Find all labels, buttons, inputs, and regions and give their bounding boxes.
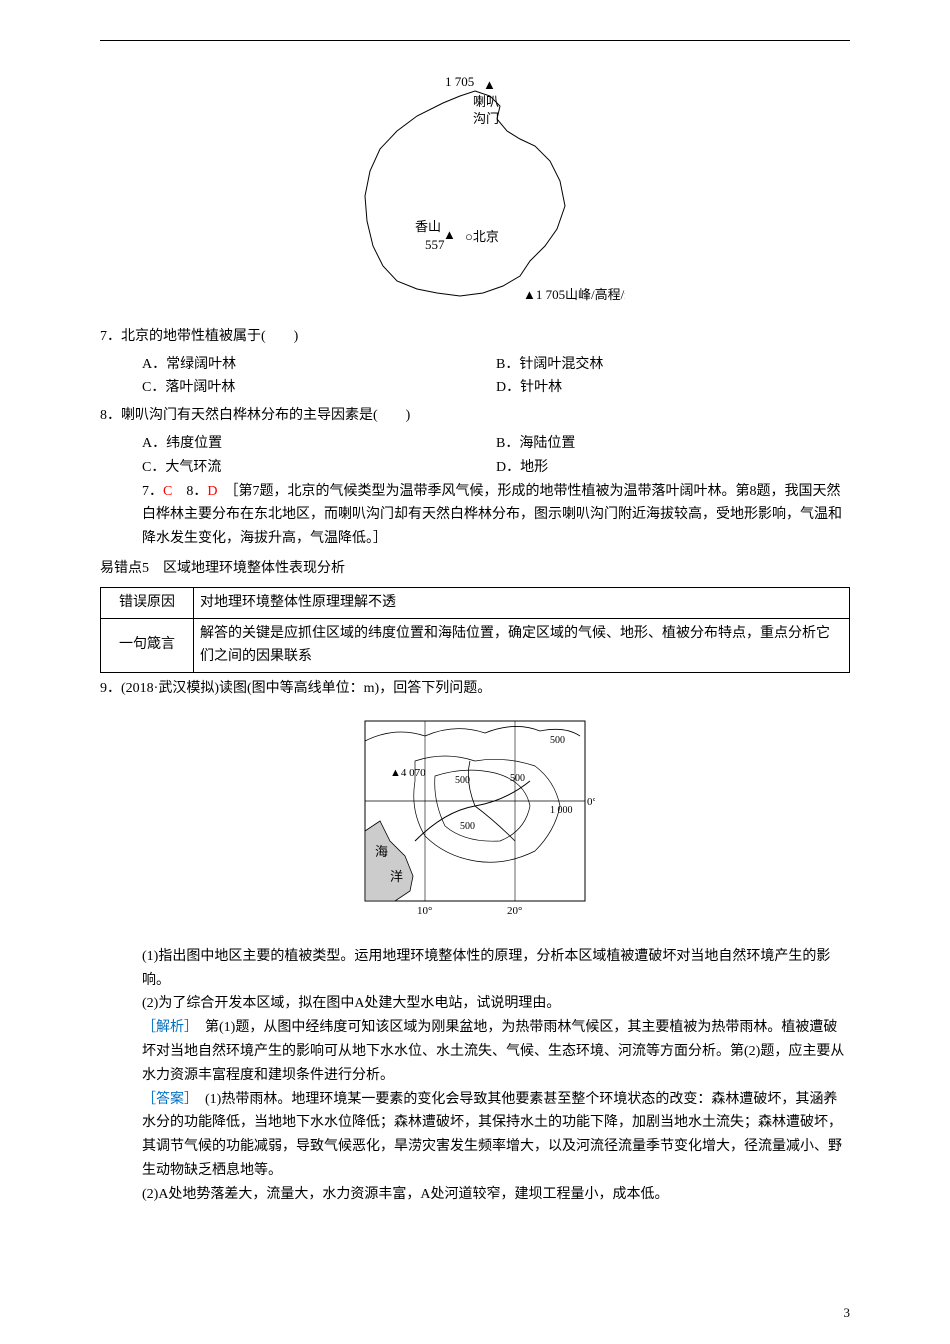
q7-opt-a: A．常绿阔叶林 — [142, 353, 496, 377]
peak-triangle-n: ▲ — [483, 77, 496, 92]
q9-stem: 9．(2018·武汉模拟)读图(图中等高线单位：m)，回答下列问题。 — [100, 677, 850, 701]
ans8-num: 8． — [172, 484, 207, 499]
labagoumen-1: 喇叭 — [473, 94, 499, 109]
xiangshan-tri: ▲ — [443, 227, 456, 242]
header-rule — [100, 40, 850, 41]
xiangshan-alt: 557 — [425, 237, 445, 252]
sea-label: 海 — [375, 844, 388, 859]
labagoumen-2: 沟门 — [473, 111, 499, 126]
ans7-num: 7． — [142, 484, 163, 499]
figure-beijing-map: 1 705 ▲ 喇叭 沟门 ▲ 香山 557 ○北京 ▲1 705 山峰/高程/… — [100, 71, 850, 310]
legend-text: 山峰/高程/m — [565, 287, 625, 301]
q8-opt-b: B．海陆位置 — [496, 432, 850, 456]
q8-stem: 8．喇叭沟门有天然白桦林分布的主导因素是( ) — [100, 404, 850, 428]
q9-p2: (2)为了综合开发本区域，拟在图中A处建大型水电站，试说明理由。 — [142, 992, 850, 1016]
q7-opt-c: C．落叶阔叶林 — [142, 376, 496, 400]
c500-a: 500 — [550, 735, 565, 746]
daan-label: ［答案］ — [142, 1092, 191, 1107]
q7-opt-b: B．针阔叶混交林 — [496, 353, 850, 377]
c500-c: 500 — [510, 773, 525, 784]
ocean-label: 洋 — [390, 869, 403, 884]
q8-opt-d: D．地形 — [496, 456, 850, 480]
c500-b: 500 — [455, 775, 470, 786]
q8-opt-a: A．纬度位置 — [142, 432, 496, 456]
err5-table: 错误原因 对地理环境整体性原理理解不透 一句箴言 解答的关键是应抓住区域的纬度位… — [100, 587, 850, 673]
q9-daan2: (2)A处地势落差大，流量大，水力资源丰富，A处河道较窄，建坝工程量小，成本低。 — [142, 1183, 850, 1207]
peak-1705-label: 1 705 — [445, 74, 474, 89]
lon-10: 10° — [417, 905, 432, 917]
err5-r2-label: 一句箴言 — [101, 618, 194, 673]
xiangshan-name: 香山 — [415, 219, 441, 234]
q9-daan1: ［答案］ (1)热带雨林。地理环境某一要素的变化会导致其他要素甚至整个环境状态的… — [142, 1088, 850, 1183]
jiexi-label: ［解析］ — [142, 1020, 191, 1035]
jiexi-text: 第(1)题，从图中经纬度可知该区域为刚果盆地，为热带雨林气候区，其主要植被为热带… — [142, 1020, 844, 1083]
ans8-letter: D — [207, 484, 217, 499]
ans7-letter: C — [163, 484, 172, 499]
err5-r1-label: 错误原因 — [101, 587, 194, 618]
figure-congo-map: 0° 10° 20° 海 洋 ▲4 070 500 500 500 1 000 … — [100, 711, 850, 930]
peak-4070: ▲4 070 — [390, 767, 426, 779]
lat-0: 0° — [587, 796, 595, 808]
q7-stem: 7．北京的地带性植被属于( ) — [100, 325, 850, 349]
err5-r1-text: 对地理环境整体性原理理解不透 — [194, 587, 850, 618]
err5-title: 易错点5 区域地理环境整体性表现分析 — [100, 557, 850, 581]
c1000: 1 000 — [550, 805, 573, 816]
beijing-label: ○北京 — [465, 229, 499, 244]
daan1-text: (1)热带雨林。地理环境某一要素的变化会导致其他要素甚至整个环境状态的改变：森林… — [142, 1092, 842, 1178]
ans78-text: ［第7题，北京的气候类型为温带季风气候，形成的地带性植被为温带落叶阔叶林。第8题… — [142, 484, 842, 547]
q9-jiexi: ［解析］ 第(1)题，从图中经纬度可知该区域为刚果盆地，为热带雨林气候区，其主要… — [142, 1016, 850, 1087]
page-number: 3 — [844, 1302, 851, 1324]
q8-opt-c: C．大气环流 — [142, 456, 496, 480]
err5-r2-text: 解答的关键是应抓住区域的纬度位置和海陆位置，确定区域的气候、地形、植被分布特点，… — [194, 618, 850, 673]
ans-78: 7．C 8．D ［第7题，北京的气候类型为温带季风气候，形成的地带性植被为温带落… — [142, 480, 850, 551]
lon-20: 20° — [507, 905, 522, 917]
q9-p1: (1)指出图中地区主要的植被类型。运用地理环境整体性的原理，分析本区域植被遭破坏… — [142, 945, 850, 993]
q7-opt-d: D．针叶林 — [496, 376, 850, 400]
peak-1705-s: ▲1 705 — [523, 287, 565, 301]
c500-d: 500 — [460, 821, 475, 832]
